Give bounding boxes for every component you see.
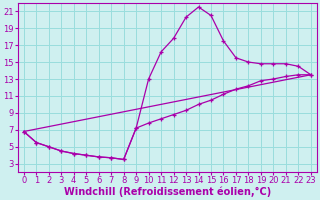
- X-axis label: Windchill (Refroidissement éolien,°C): Windchill (Refroidissement éolien,°C): [64, 187, 271, 197]
